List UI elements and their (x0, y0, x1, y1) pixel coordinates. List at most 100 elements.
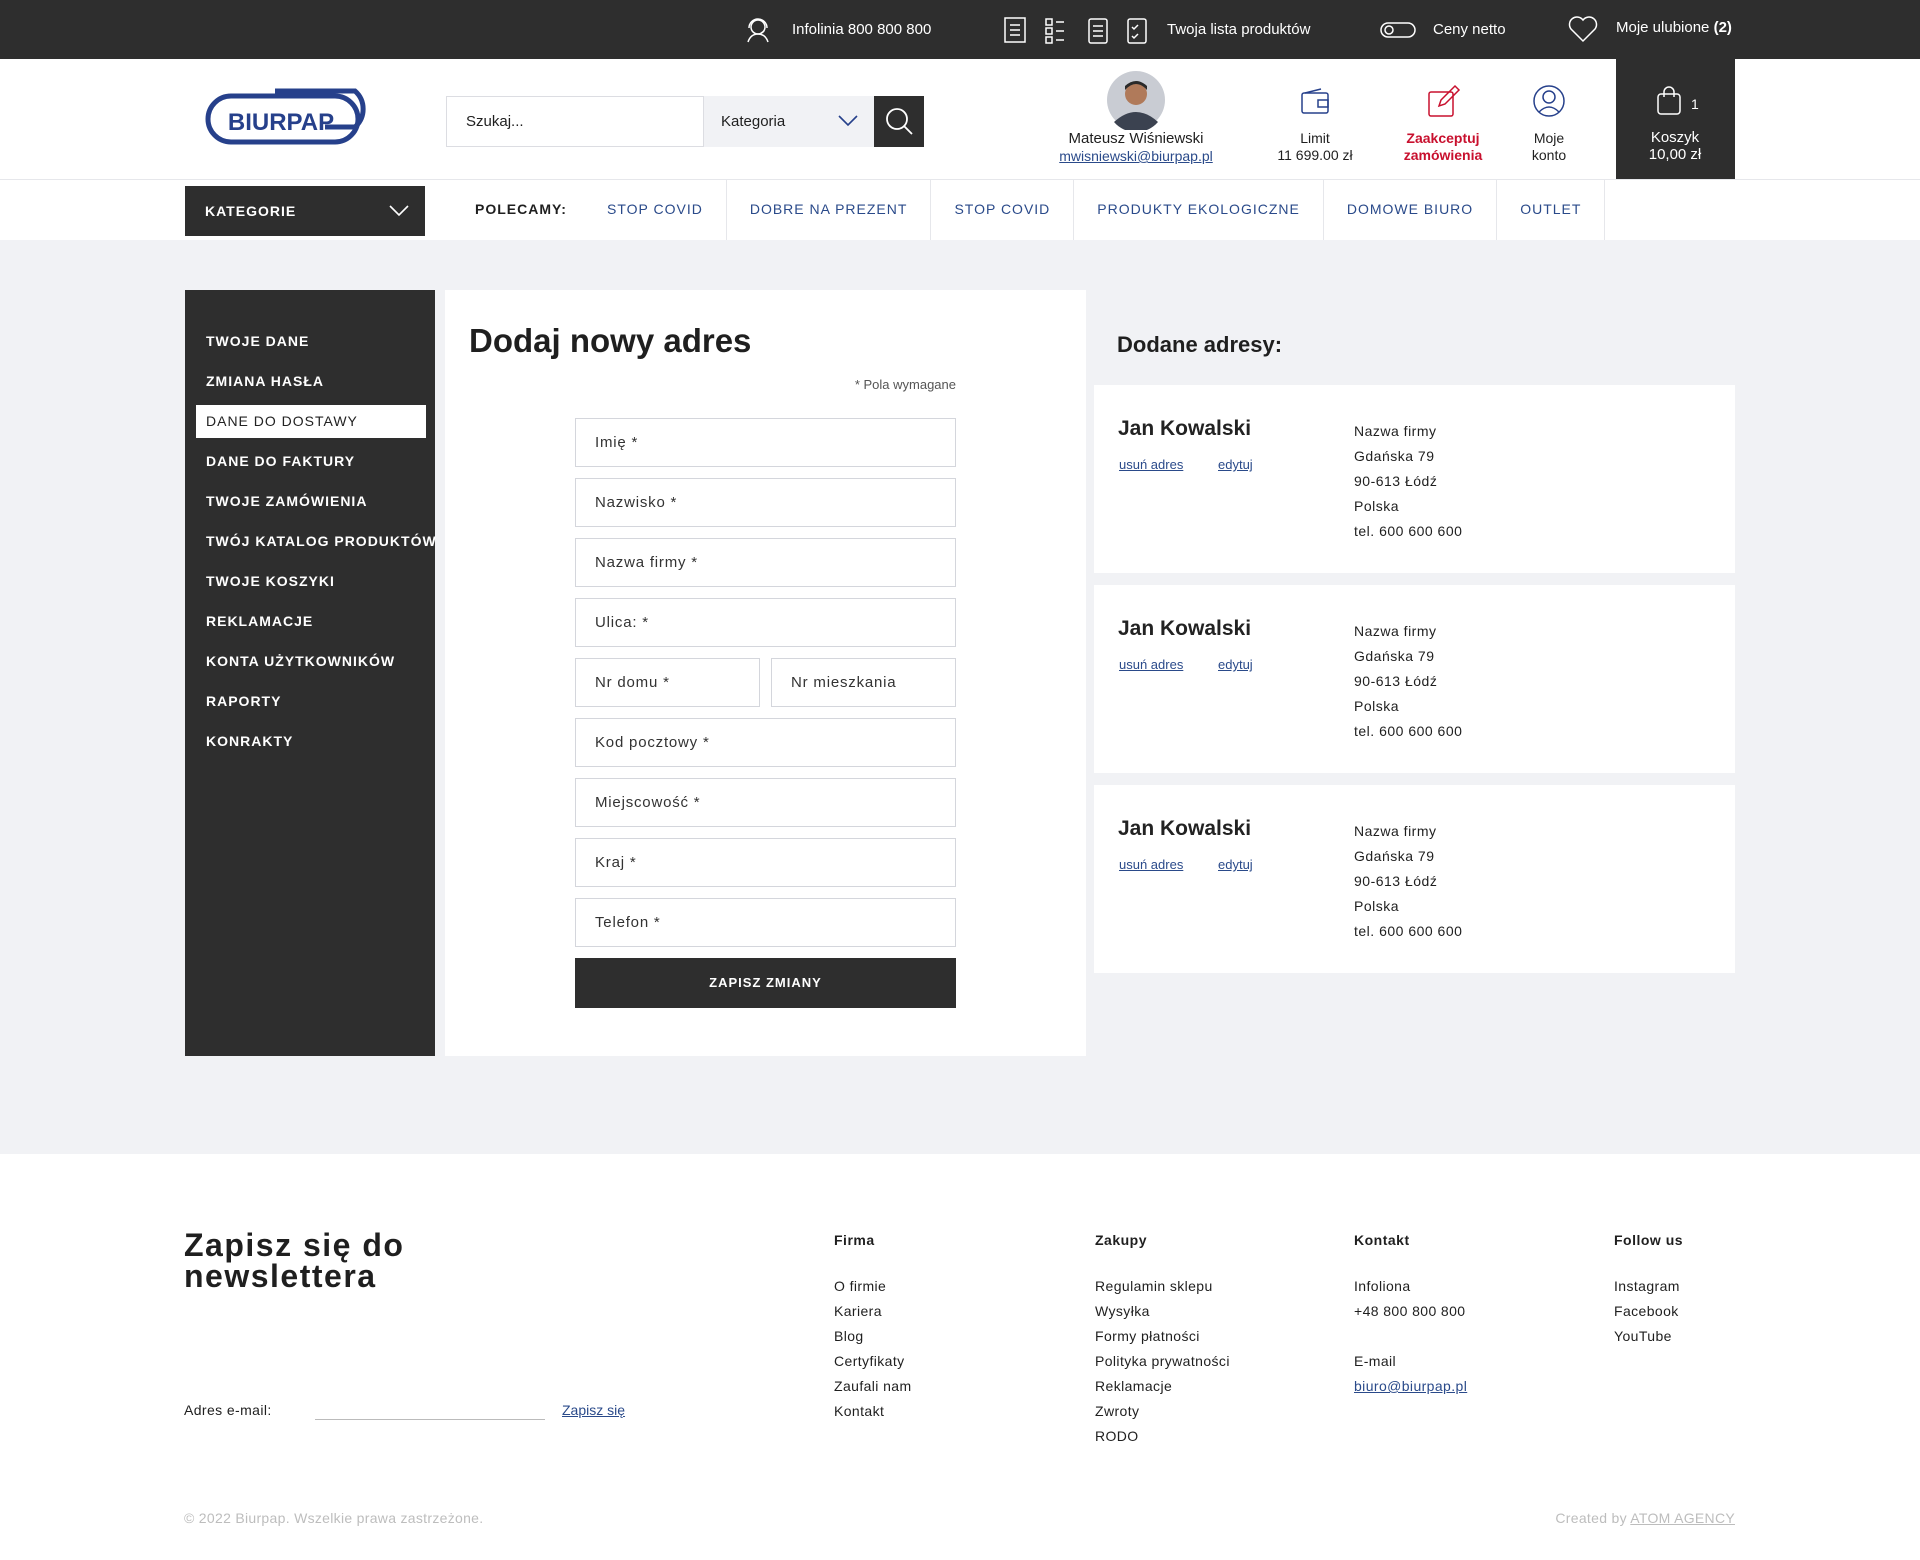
footer-link[interactable]: Blog (834, 1328, 864, 1344)
nav-link[interactable]: DOBRE NA PREZENT (727, 179, 932, 240)
form-field[interactable]: Miejscowość * (575, 778, 956, 827)
address-name: Jan Kowalski (1118, 617, 1252, 640)
form-field[interactable]: Imię * (575, 418, 956, 467)
limit: Limit 11 699.00 zł (1260, 130, 1370, 164)
nav-links: STOP COVID DOBRE NA PREZENT STOP COVID PROD… (584, 179, 1606, 240)
form-field[interactable]: Nazwa firmy * (575, 538, 956, 587)
footer-link[interactable]: O firmie (834, 1278, 887, 1294)
cart-icon (1657, 86, 1681, 115)
edit-link[interactable]: edytuj (1218, 857, 1253, 872)
sidebar-item[interactable]: TWÓJ KATALOG PRODUKTÓW (206, 533, 437, 549)
product-list-icons (1004, 17, 1147, 44)
categories-label: KATEGORIE (205, 203, 297, 219)
footer-link[interactable]: Formy płatności (1095, 1328, 1200, 1344)
address-line: Gdańska 79 (1354, 848, 1435, 864)
categories-button[interactable]: KATEGORIE (185, 186, 425, 236)
net-prices: Ceny netto (1433, 21, 1506, 38)
footer-link[interactable]: Reklamacje (1095, 1378, 1173, 1394)
edit-link[interactable]: edytuj (1218, 657, 1253, 672)
form-field[interactable]: Telefon * (575, 898, 956, 947)
submit-button[interactable]: ZAPISZ ZMIANY (575, 958, 956, 1008)
addresses-title: Dodane adresy: (1117, 332, 1283, 357)
footer-link[interactable]: YouTube (1614, 1328, 1672, 1344)
remove-link[interactable]: usuń adres (1119, 857, 1184, 872)
remove-link[interactable]: usuń adres (1119, 657, 1184, 672)
sidebar-item[interactable]: TWOJE KOSZYKI (206, 573, 335, 589)
footer-link[interactable]: Zaufali nam (834, 1378, 912, 1394)
address-name: Jan Kowalski (1118, 817, 1252, 840)
agency-link[interactable]: ATOM AGENCY (1630, 1510, 1735, 1526)
footer-link[interactable]: biuro@biurpap.pl (1354, 1378, 1468, 1394)
cart[interactable]: 1 Koszyk 10,00 zł (1616, 59, 1735, 179)
address-line: tel. 600 600 600 (1354, 923, 1463, 939)
user-email[interactable]: mwisniewski@biurpap.pl (1059, 148, 1213, 164)
form-field[interactable]: Nr domu * (575, 658, 760, 707)
avatar (1107, 71, 1165, 130)
wallet-icon (1301, 88, 1329, 114)
footer-link[interactable]: Kariera (834, 1303, 882, 1319)
search-input[interactable]: Szukaj... (446, 96, 704, 147)
footer-link[interactable]: Polityka prywatności (1095, 1353, 1230, 1369)
footer-heading: Zakupy (1095, 1232, 1148, 1248)
footer-link[interactable]: Infoliona (1354, 1278, 1411, 1294)
address-line: Polska (1354, 898, 1400, 914)
footer-link[interactable]: E-mail (1354, 1353, 1397, 1369)
email-label: Adres e-mail: (184, 1402, 272, 1418)
sidebar: TWOJE DANE ZMIANA HASŁA DANE DO DOSTAWY DAN… (185, 290, 437, 1056)
sidebar-item[interactable]: ZMIANA HASŁA (206, 373, 325, 389)
footer-link[interactable]: +48 800 800 800 (1354, 1303, 1466, 1319)
accept-orders[interactable]: Zaakceptuj zamówienia (1403, 130, 1483, 163)
footer-link[interactable]: Instagram (1614, 1278, 1680, 1294)
sidebar-item[interactable]: KONRAKTY (206, 733, 294, 749)
copyright: © 2022 Biurpap. Wszelkie prawa zastrzeżo… (184, 1510, 484, 1526)
address-line: Polska (1354, 698, 1400, 714)
nav-link[interactable]: PRODUKTY EKOLOGICZNE (1074, 179, 1324, 240)
nav-link[interactable]: STOP COVID (584, 179, 727, 240)
sidebar-item[interactable]: DANE DO DOSTAWY (196, 405, 426, 438)
search-button[interactable] (874, 96, 924, 147)
form-field[interactable]: Nazwisko * (575, 478, 956, 527)
form-field[interactable]: Kraj * (575, 838, 956, 887)
net-price-toggle[interactable] (1380, 22, 1416, 38)
edit-link[interactable]: edytuj (1218, 457, 1253, 472)
form-field[interactable]: Nr mieszkania (771, 658, 956, 707)
hotline[interactable]: Infolinia 800 800 800 (792, 21, 932, 38)
credits: Created by ATOM AGENCY (1555, 1510, 1735, 1526)
footer-link[interactable]: Facebook (1614, 1303, 1679, 1319)
footer-link[interactable]: Kontakt (834, 1403, 885, 1419)
subscribe-link[interactable]: Zapisz się (562, 1402, 626, 1418)
limit-label: Limit (1300, 130, 1330, 146)
sidebar-item[interactable]: DANE DO FAKTURY (206, 453, 356, 469)
sidebar-item[interactable]: KONTA UŻYTKOWNIKÓW (206, 653, 396, 669)
footer-link[interactable]: Wysyłka (1095, 1303, 1150, 1319)
sidebar-item[interactable]: TWOJE DANE (206, 333, 310, 349)
nav-link[interactable]: OUTLET (1497, 179, 1606, 240)
form-field[interactable]: Kod pocztowy * (575, 718, 956, 767)
logo[interactable]: BIURPAP (205, 88, 380, 150)
remove-link[interactable]: usuń adres (1119, 457, 1184, 472)
footer-link[interactable]: Certyfikaty (834, 1353, 905, 1369)
main-area: TWOJE DANE ZMIANA HASŁA DANE DO DOSTAWY DAN… (0, 240, 1920, 1154)
address-line: Nazwa firmy (1354, 823, 1437, 839)
sidebar-item[interactable]: TWOJE ZAMÓWIENIA (206, 493, 368, 509)
favorites[interactable]: Moje ulubione (2) (1616, 19, 1732, 36)
footer-link[interactable]: Zwroty (1095, 1403, 1140, 1419)
form-field[interactable]: Ulica: * (575, 598, 956, 647)
footer-link[interactable]: Regulamin sklepu (1095, 1278, 1213, 1294)
address-line: Gdańska 79 (1354, 448, 1435, 464)
footer-link[interactable]: RODO (1095, 1428, 1139, 1444)
nav-link[interactable]: DOMOWE BIURO (1324, 179, 1498, 240)
category-label: Kategoria (721, 113, 786, 130)
sidebar-item[interactable]: REKLAMACJE (206, 613, 314, 629)
created-by: Created by (1555, 1510, 1627, 1526)
footer-heading: Follow us (1614, 1232, 1684, 1248)
favorites-label: Moje ulubione (1616, 19, 1710, 36)
sidebar-item[interactable]: RAPORTY (206, 693, 282, 709)
nav-link[interactable]: STOP COVID (931, 179, 1075, 240)
divider (0, 179, 1920, 180)
product-list-link[interactable]: Twoja lista produktów (1167, 21, 1311, 38)
category-select[interactable]: Kategoria (704, 96, 874, 147)
email-input[interactable] (315, 1419, 545, 1420)
account[interactable]: Moje konto (1531, 130, 1567, 163)
cart-total: 10,00 zł (1648, 146, 1702, 163)
